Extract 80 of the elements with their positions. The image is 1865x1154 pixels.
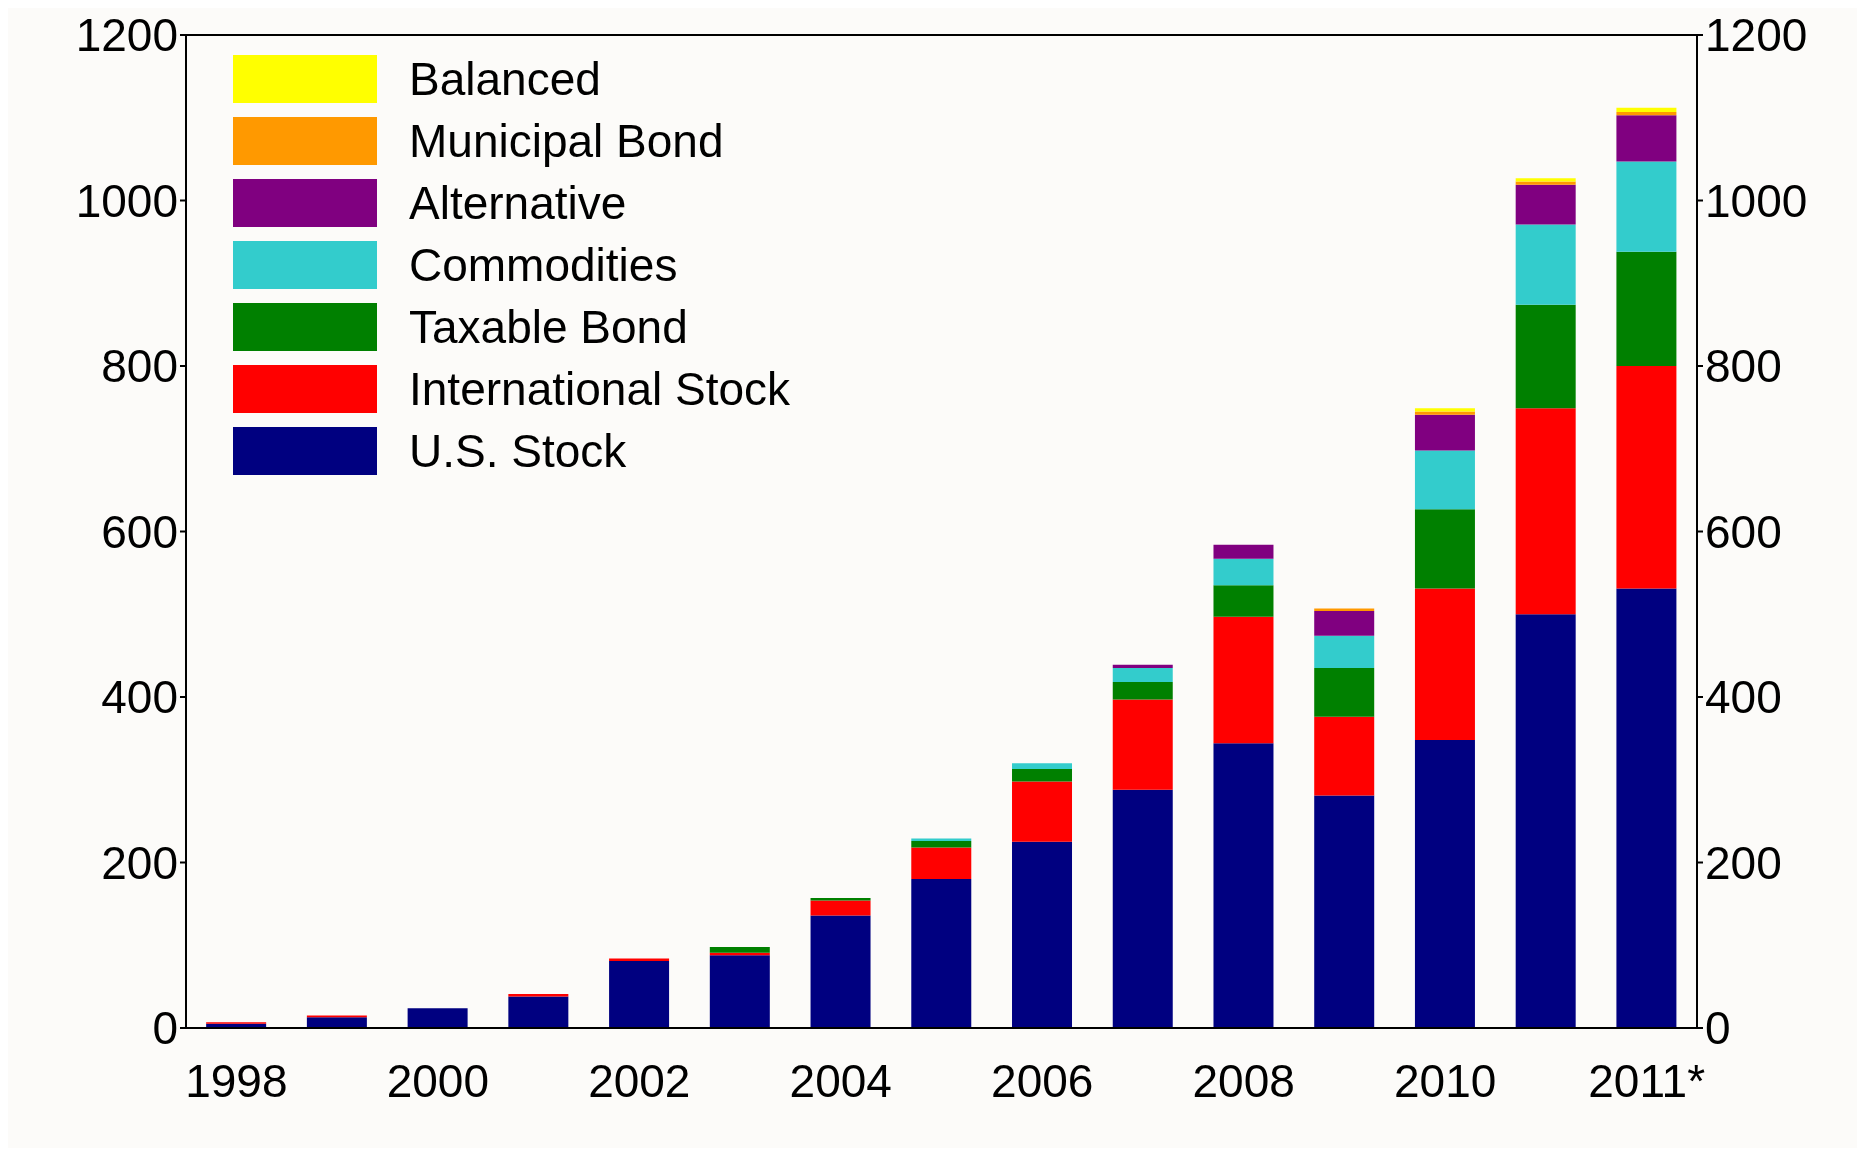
bar (1414, 740, 1475, 1028)
bar (810, 900, 871, 916)
bar (1213, 585, 1274, 617)
bar (1213, 544, 1274, 559)
x-tick-label: 2010 (1393, 1054, 1497, 1107)
bar (609, 958, 670, 961)
bar (1414, 509, 1475, 589)
bar (810, 898, 871, 901)
bar (1213, 558, 1274, 586)
bar (1414, 450, 1475, 510)
bar (1112, 664, 1173, 669)
y-tick-label: 0 (152, 1002, 178, 1055)
y-tick-label: 1000 (75, 174, 178, 227)
bar (1314, 610, 1375, 636)
bar (1314, 795, 1375, 1028)
bar (508, 996, 569, 1028)
y2-tick-label: 800 (1705, 340, 1782, 393)
bar (911, 879, 972, 1028)
bar (1314, 635, 1375, 669)
bar (609, 960, 670, 1028)
bar (1112, 699, 1173, 790)
bar (1314, 608, 1375, 611)
bar (407, 1008, 468, 1028)
bar (1112, 789, 1173, 1028)
bar (1515, 304, 1576, 409)
y-tick-label: 400 (101, 671, 178, 724)
bar (1616, 251, 1677, 366)
x-tick-label: 2011* (1588, 1054, 1706, 1107)
x-tick-label: 1998 (185, 1054, 288, 1107)
y2-tick-label: 600 (1705, 505, 1782, 558)
legend-label: Commodities (409, 238, 678, 292)
x-tick-label: 2000 (386, 1054, 490, 1107)
x-tick-label: 2004 (789, 1054, 892, 1107)
y-tick-label: 1200 (75, 9, 178, 62)
y-tick-label: 600 (101, 505, 178, 558)
bar (709, 955, 770, 1028)
legend-label: U.S. Stock (409, 424, 627, 478)
bar (1515, 614, 1576, 1028)
bar (1616, 111, 1677, 116)
bar (1314, 668, 1375, 717)
y2-tick-label: 400 (1705, 671, 1782, 724)
legend-label: Municipal Bond (409, 114, 724, 168)
y2-tick-label: 200 (1705, 836, 1782, 889)
legend-label: Alternative (409, 176, 627, 230)
bar (709, 946, 770, 953)
y2-tick-label: 1200 (1705, 9, 1808, 62)
bar (1314, 716, 1375, 796)
bar (1616, 588, 1677, 1028)
bar (1012, 781, 1073, 842)
bar (1414, 414, 1475, 451)
bar (810, 915, 871, 1028)
legend-label: Taxable Bond (409, 300, 688, 354)
x-tick-label: 2008 (1192, 1054, 1295, 1107)
legend-label: International Stock (409, 362, 791, 416)
bar (1616, 366, 1677, 589)
y2-tick-label: 0 (1705, 1002, 1731, 1055)
bar (1112, 668, 1173, 683)
bar (1112, 682, 1173, 700)
bar (1012, 841, 1073, 1028)
x-tick-label: 2002 (588, 1054, 691, 1107)
bar (1515, 408, 1576, 615)
bar (1515, 184, 1576, 225)
bar (508, 994, 569, 997)
bar (1616, 107, 1677, 112)
bar (1012, 763, 1073, 769)
bar (306, 1017, 367, 1028)
bar (1213, 743, 1274, 1028)
bar (911, 840, 972, 848)
bar (1616, 161, 1677, 252)
y-tick-label: 200 (101, 836, 178, 889)
bar (911, 847, 972, 880)
y2-tick-label: 1000 (1705, 174, 1808, 227)
x-tick-label: 2006 (991, 1054, 1094, 1107)
bar (1414, 588, 1475, 741)
bar (1012, 768, 1073, 782)
bar (1616, 115, 1677, 162)
legend-label: Balanced (409, 52, 601, 106)
bar (1515, 224, 1576, 305)
bar (1213, 616, 1274, 744)
y-tick-label: 800 (101, 340, 178, 393)
